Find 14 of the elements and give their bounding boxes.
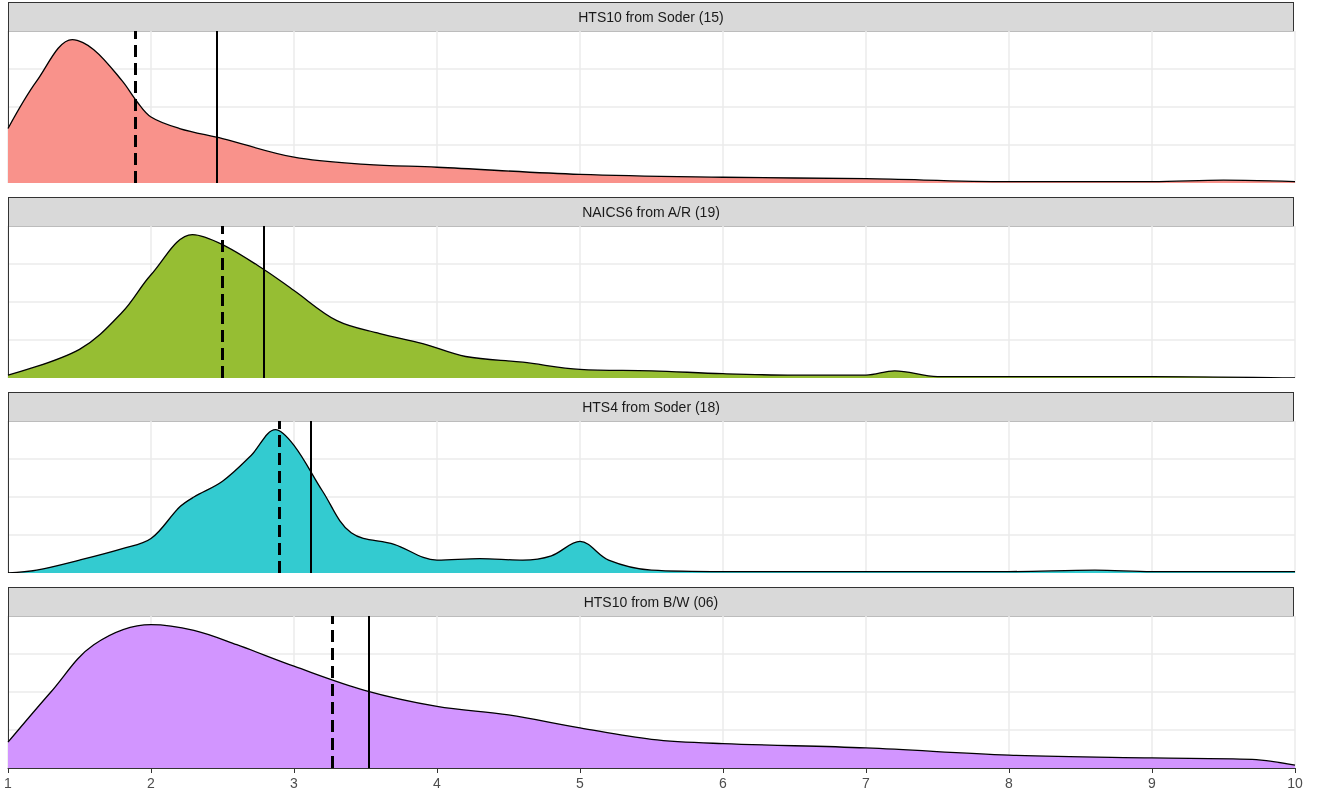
chart-title: HTS10 from B/W (06) (8, 587, 1294, 617)
x-tick-label: 9 (1148, 775, 1157, 791)
x-tick-label: 8 (1005, 775, 1014, 791)
x-tick-label: 1 (4, 775, 13, 791)
x-tick-label: 4 (433, 775, 442, 791)
x-tick-label: 2 (147, 775, 156, 791)
chart-title: HTS10 from Soder (15) (8, 2, 1294, 32)
chart-title: HTS4 from Soder (18) (8, 392, 1294, 422)
x-tick-label: 5 (576, 775, 585, 791)
chart-title: NAICS6 from A/R (19) (8, 197, 1294, 227)
x-tick-label: 6 (719, 775, 728, 791)
x-tick-label: 7 (862, 775, 871, 791)
x-tick-label: 3 (290, 775, 299, 791)
x-tick-label: 10 (1287, 775, 1303, 791)
